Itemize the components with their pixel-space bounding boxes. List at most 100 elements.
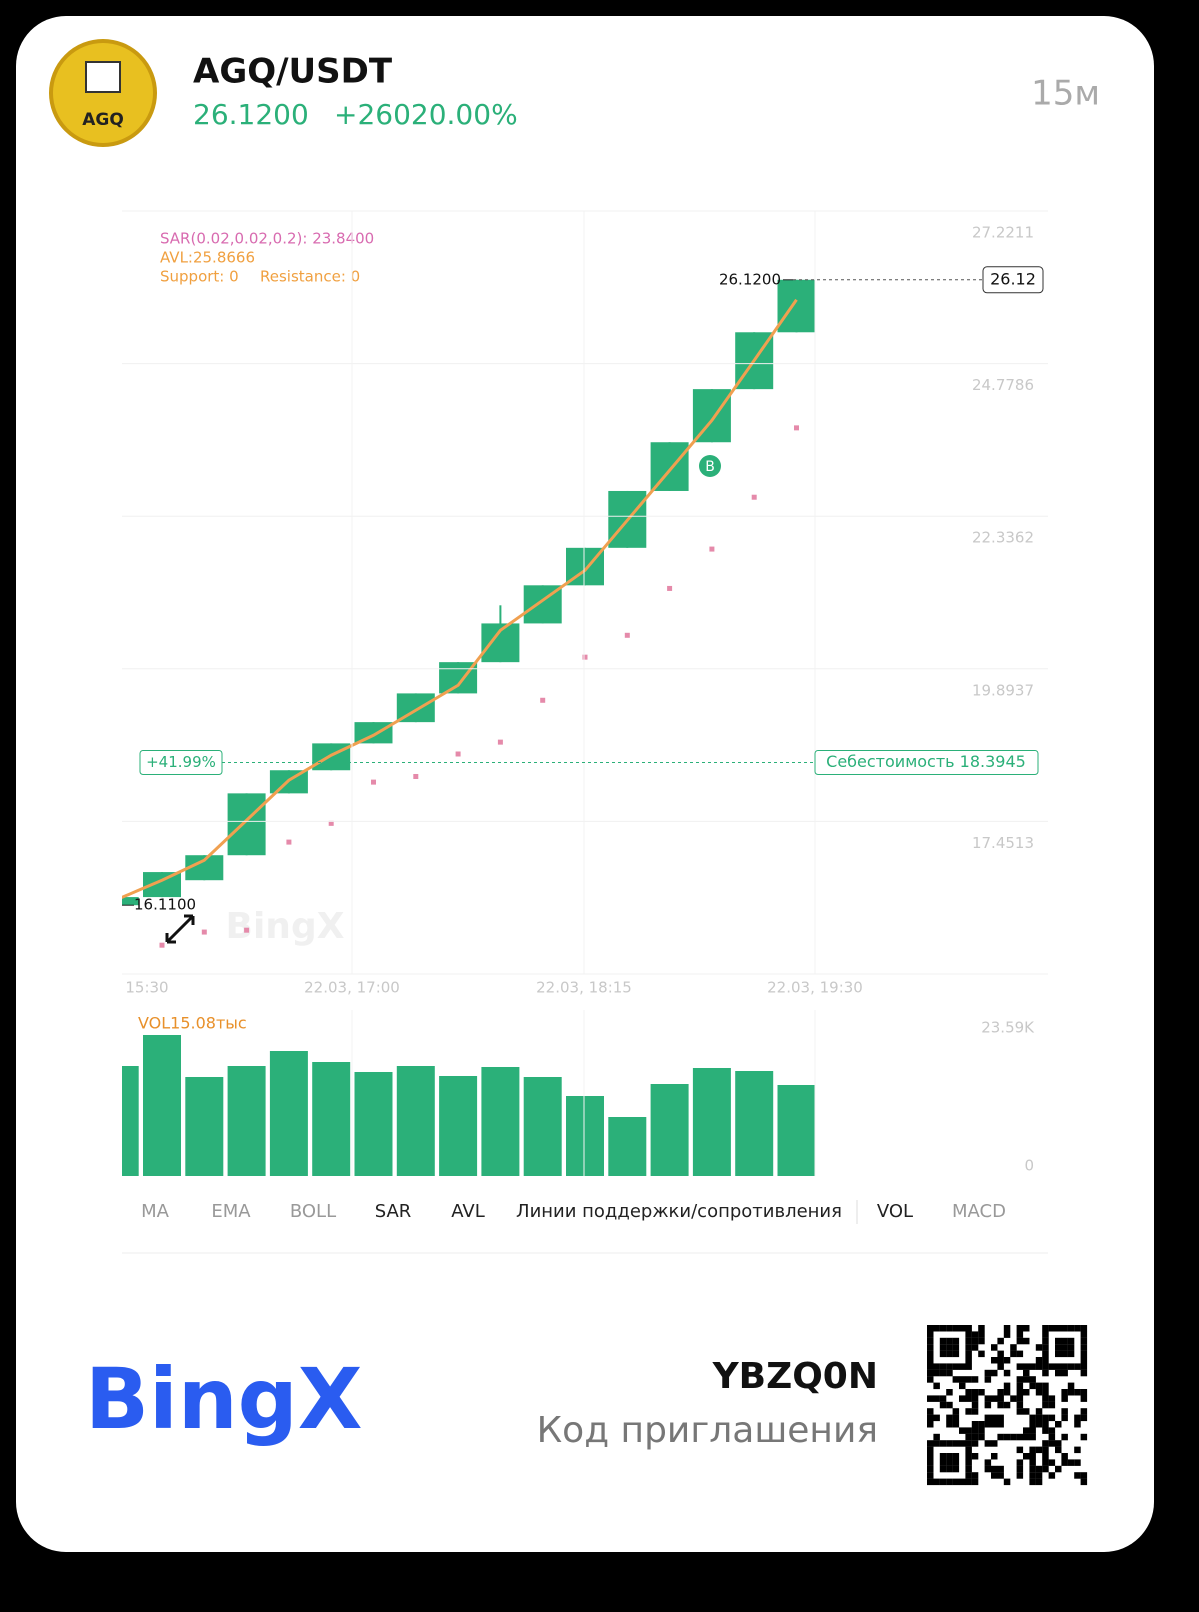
qr-cell — [1061, 1325, 1068, 1332]
qr-cell — [1061, 1337, 1068, 1345]
qr-cell — [991, 1344, 998, 1351]
qr-cell — [1048, 1440, 1056, 1447]
sar-dot — [794, 425, 799, 431]
qr-cell — [965, 1472, 972, 1479]
x-tick-label: 22.03, 19:30 — [767, 979, 863, 997]
qr-cell — [927, 1363, 934, 1370]
qr-cell — [1023, 1369, 1030, 1377]
qr-cell — [1023, 1363, 1030, 1370]
qr-cell — [965, 1433, 972, 1441]
qr-cell — [1016, 1350, 1024, 1358]
volume-bar — [312, 1061, 351, 1176]
qr-cell — [984, 1401, 992, 1409]
qr-cell — [933, 1369, 940, 1377]
qr-cell — [1035, 1446, 1043, 1454]
qr-cell — [991, 1465, 998, 1473]
volume-bar — [227, 1065, 266, 1176]
y-tick-label: 19.8937 — [972, 681, 1034, 699]
qr-cell — [933, 1433, 940, 1441]
x-tick-label: 22.03, 17:00 — [304, 979, 400, 997]
qr-cell — [1080, 1350, 1088, 1358]
qr-cell — [984, 1369, 992, 1377]
qr-cell — [971, 1472, 979, 1479]
qr-cell — [1003, 1389, 1011, 1396]
plot — [122, 279, 816, 1176]
qr-cell — [965, 1325, 972, 1332]
qr-cell — [946, 1389, 953, 1396]
qr-cell — [1042, 1421, 1049, 1428]
cost-box — [814, 749, 1039, 775]
indicator-tab[interactable]: EMA — [211, 1201, 251, 1222]
qr-cell — [1035, 1465, 1043, 1473]
qr-cell — [933, 1414, 940, 1422]
qr-cell — [997, 1389, 1004, 1396]
qr-cell — [984, 1440, 992, 1447]
qr-cell — [952, 1478, 960, 1486]
candle-body — [650, 442, 689, 491]
volume-bar — [481, 1066, 520, 1176]
qr-cell — [927, 1357, 934, 1364]
qr-cell — [1016, 1446, 1024, 1454]
qr-cell — [1029, 1376, 1036, 1383]
qr-cell — [1042, 1453, 1049, 1460]
qr-cell — [965, 1344, 972, 1351]
qr-cell — [1048, 1427, 1056, 1434]
qr-cell — [1016, 1363, 1024, 1370]
indicator-tab[interactable]: BOLL — [290, 1201, 336, 1222]
y-tick-label: 17.4513 — [972, 834, 1034, 852]
qr-cell — [1067, 1344, 1075, 1351]
watermark: BingX — [226, 906, 345, 947]
qr-cell — [971, 1389, 979, 1396]
qr-cell — [1035, 1472, 1043, 1479]
qr-cell — [933, 1363, 940, 1370]
indicator-tab[interactable]: AVL — [451, 1201, 485, 1222]
avl-label: AVL:25.8666 — [160, 249, 255, 267]
qr-cell — [946, 1369, 953, 1377]
qr-cell — [978, 1421, 985, 1428]
indicator-tab[interactable]: SAR — [375, 1201, 412, 1222]
x-tick-label: 15:30 — [125, 979, 168, 997]
indicator-tab[interactable]: MA — [141, 1201, 170, 1222]
qr-cell — [984, 1414, 992, 1422]
qr-cell — [1067, 1337, 1075, 1345]
qr-cell — [1048, 1459, 1056, 1466]
qr-cell — [1016, 1472, 1024, 1479]
qr-cell — [939, 1337, 947, 1345]
qr-cell — [1003, 1331, 1011, 1338]
qr-cell — [965, 1459, 972, 1466]
indicator-tab[interactable]: Линии поддержки/сопротивления — [516, 1201, 842, 1222]
qr-cell — [991, 1453, 998, 1460]
sar-dot — [497, 739, 503, 745]
indicator-tab[interactable]: MACD — [952, 1201, 1006, 1222]
qr-cell — [997, 1363, 1004, 1370]
qr-cell — [1035, 1382, 1043, 1390]
qr-cell — [1080, 1344, 1088, 1351]
qr-cell — [978, 1337, 985, 1345]
qr-cell — [927, 1472, 934, 1479]
qr-cell — [1042, 1401, 1049, 1409]
volume-bar — [566, 1096, 604, 1176]
qr-cell — [1042, 1382, 1049, 1390]
qr-cell — [1035, 1344, 1043, 1351]
qr-cell — [1067, 1350, 1075, 1358]
qr-cell — [965, 1478, 972, 1486]
qr-cell — [927, 1478, 934, 1486]
volume-bar — [692, 1067, 731, 1176]
volume-bar — [523, 1076, 562, 1176]
qr-cell — [1080, 1414, 1088, 1422]
qr-cell — [1061, 1350, 1068, 1358]
qr-cell — [927, 1465, 934, 1473]
qr-cell — [1080, 1395, 1088, 1402]
indicator-tab[interactable]: VOL — [877, 1201, 913, 1222]
qr-cell — [984, 1395, 992, 1402]
sar-dot — [371, 779, 376, 785]
avl-line — [122, 298, 798, 899]
qr-cell — [1080, 1337, 1088, 1345]
pnl-box — [139, 749, 223, 775]
qr-cell — [971, 1421, 979, 1428]
qr-cell — [952, 1363, 960, 1370]
qr-cell — [978, 1331, 985, 1338]
sar-dot — [159, 942, 165, 948]
qr-cell — [1080, 1331, 1088, 1338]
